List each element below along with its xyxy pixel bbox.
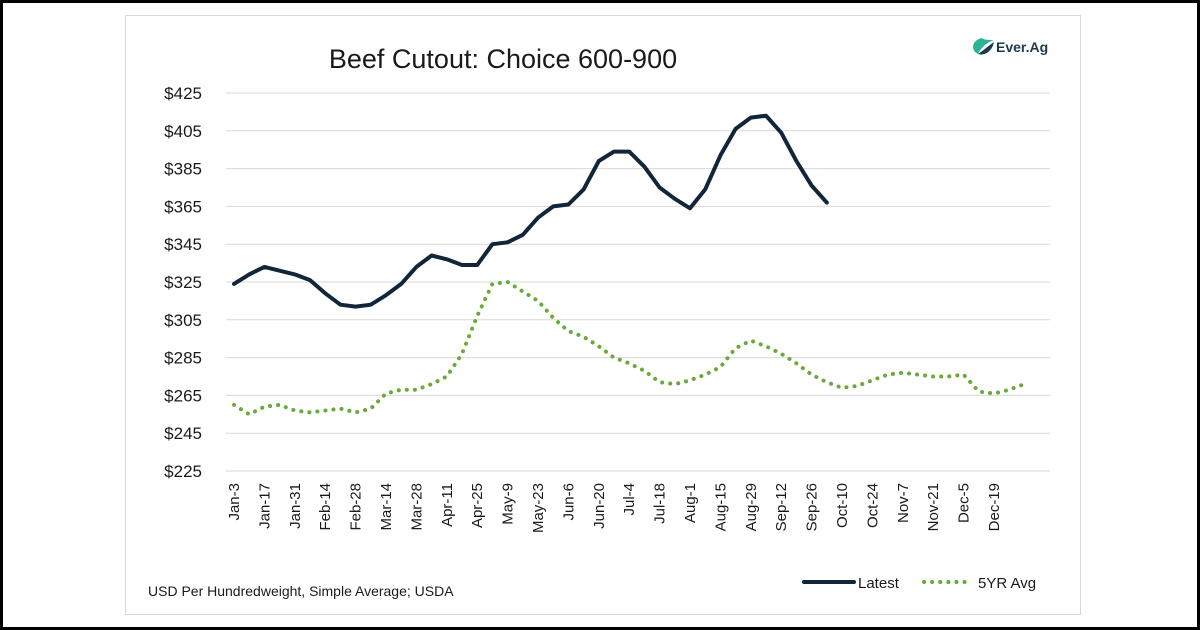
x-tick-label: Jun-20: [591, 483, 608, 529]
legend-label-5yr-avg: 5YR Avg: [978, 575, 1036, 592]
x-tick-label: Jun-6: [560, 483, 577, 521]
series-line-5yr-avg: [232, 280, 1027, 417]
leaf-icon: [973, 38, 994, 55]
y-tick-label: $425: [164, 84, 202, 103]
x-tick-label: Mar-14: [378, 483, 395, 531]
x-tick-label: Oct-10: [834, 483, 851, 528]
x-tick-label: Dec-19: [986, 483, 1003, 531]
x-tick-label: Mar-28: [408, 483, 425, 531]
x-tick-label: Aug-29: [743, 483, 760, 531]
x-tick-label: Oct-24: [864, 483, 881, 528]
x-axis-ticks: Jan-3 Jan-17 Jan-31 Feb-14 Feb-28 Mar-14 Mar-2…: [226, 483, 1003, 533]
y-tick-label: $285: [164, 349, 202, 368]
series-line-latest: [232, 113, 829, 309]
chart-card: Beef Cutout: Choice 600-900 Ever.Ag $225…: [125, 15, 1081, 615]
line-chart: Beef Cutout: Choice 600-900 Ever.Ag $225…: [148, 38, 1050, 599]
y-tick-label: $225: [164, 462, 202, 481]
x-tick-label: Feb-14: [317, 483, 334, 531]
legend: Latest 5YR Avg: [802, 575, 1036, 592]
x-tick-label: Jan-17: [256, 483, 273, 529]
x-tick-label: Sep-26: [804, 483, 821, 531]
ever-ag-logo: Ever.Ag: [973, 38, 1048, 55]
y-tick-label: $245: [164, 424, 202, 443]
y-tick-label: $365: [164, 197, 202, 216]
x-tick-label: Jul-4: [621, 483, 638, 516]
x-tick-label: May-9: [500, 483, 517, 525]
x-tick-label: May-23: [530, 483, 547, 533]
chart-title: Beef Cutout: Choice 600-900: [329, 44, 677, 74]
x-tick-label: Apr-25: [469, 483, 486, 528]
gridlines: [226, 92, 1050, 472]
x-tick-label: Jan-31: [287, 483, 304, 529]
x-tick-label: Jan-3: [226, 483, 243, 521]
source-footnote: USD Per Hundredweight, Simple Average; U…: [148, 583, 454, 599]
x-tick-label: Nov-7: [895, 483, 912, 523]
x-tick-label: Aug-15: [712, 483, 729, 531]
y-axis-ticks: $225 $245 $265 $285 $305 $325 $345 $365 $385 $405…: [164, 84, 202, 481]
x-tick-label: Apr-11: [439, 483, 456, 527]
x-tick-label: Sep-12: [773, 483, 790, 531]
logo-text: Ever.Ag: [996, 39, 1048, 55]
series-group: [232, 113, 1027, 417]
x-tick-label: Feb-28: [348, 483, 365, 531]
x-tick-label: Jul-18: [652, 483, 669, 524]
y-tick-label: $405: [164, 122, 202, 141]
y-tick-label: $265: [164, 386, 202, 405]
y-tick-label: $325: [164, 273, 202, 292]
x-tick-label: Dec-5: [956, 483, 973, 523]
y-tick-label: $385: [164, 160, 202, 179]
x-tick-label: Nov-21: [925, 483, 942, 531]
x-tick-label: Aug-1: [682, 483, 699, 523]
y-tick-label: $305: [164, 311, 202, 330]
legend-label-latest: Latest: [858, 575, 900, 592]
y-tick-label: $345: [164, 235, 202, 254]
